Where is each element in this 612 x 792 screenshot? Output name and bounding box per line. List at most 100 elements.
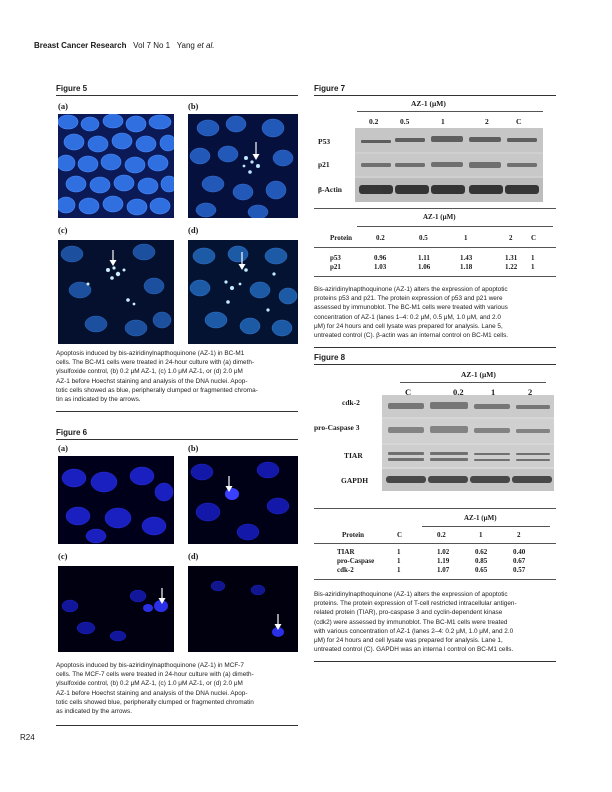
figure5-bottom-rule xyxy=(56,411,298,412)
fig8-blot-header: AZ-1 (μM) xyxy=(461,370,496,379)
fig7-table-col: 0.2 xyxy=(376,234,385,242)
fig7-lane-label: C xyxy=(516,117,522,126)
figure6-caption-line: as indicated by the arrows. xyxy=(56,708,133,716)
figure5-caption-line: totic cells showed as blue, peripherally… xyxy=(56,386,258,394)
figure6-caption-line: AZ-1 before Hoechst staining and analysi… xyxy=(56,689,248,697)
figure7-bottom-rule xyxy=(314,347,556,348)
fig8-western-blot xyxy=(382,395,554,491)
fig8-table-row-protein: cdk-2 xyxy=(337,566,354,574)
fig7-table-col: C xyxy=(531,234,537,242)
fig6-panel-c-label: (c) xyxy=(58,551,68,561)
figure8-title: Figure 8 xyxy=(314,353,346,362)
figure8-caption-line: Bis-aziridinylnapthoquinone (AZ-1) alter… xyxy=(314,591,508,598)
fig8-table-cell: 1 xyxy=(397,557,401,565)
figure7-title: Figure 7 xyxy=(314,84,346,93)
author-etal: et al. xyxy=(197,41,215,50)
fig7-table-col: 2 xyxy=(509,234,513,242)
figure8-top-rule xyxy=(314,364,556,365)
fig7-lane-label: 2 xyxy=(485,117,489,126)
fig7-table-cell: 1.18 xyxy=(460,263,473,271)
fig8-table-cell: 1.07 xyxy=(437,566,450,574)
author-name: Yang xyxy=(176,41,195,50)
fig7-table-row-protein: p53 xyxy=(330,254,341,262)
fig8-table-col: 2 xyxy=(517,531,521,539)
fig8-table-mid-rule xyxy=(314,543,556,544)
fig5-micrograph-b xyxy=(188,114,298,218)
fig6-panel-b-label: (b) xyxy=(188,443,199,453)
fig7-blot-header-rule xyxy=(357,111,543,112)
page-number: R24 xyxy=(20,733,35,742)
fig7-table-cell: 1.06 xyxy=(418,263,431,271)
fig8-lane-label: C xyxy=(405,387,412,397)
fig7-blot-header: AZ-1 (μM) xyxy=(411,99,446,108)
fig8-table-cell: 1 xyxy=(397,566,401,574)
figure8-caption-line: (cdk2) were assessed by immunoblot. The … xyxy=(314,618,508,626)
figure5-caption-line: Apoptosis induced by bis-aziridinylnapth… xyxy=(56,350,245,357)
figure6-bottom-rule xyxy=(56,725,298,726)
fig7-table-cell: 1.03 xyxy=(374,263,387,271)
journal-volume: Vol 7 No 1 xyxy=(133,41,171,50)
figure7-caption-line: proteins p53 and p21. The protein expres… xyxy=(314,295,503,303)
figure7-caption-line: untreated control (C). β-actin was an in… xyxy=(314,332,509,340)
fig7-table-col: 0.5 xyxy=(419,234,428,242)
fig7-table-cell: 1 xyxy=(531,254,535,262)
fig7-row-label-p21: p21 xyxy=(318,160,330,169)
fig7-table-top-rule xyxy=(314,208,556,209)
fig8-lane-label: 2 xyxy=(528,387,533,397)
figure6-top-rule xyxy=(56,439,298,440)
fig8-table-cell: 0.85 xyxy=(475,557,488,565)
fig6-micrograph-d xyxy=(188,566,298,652)
fig8-table-col: C xyxy=(397,531,403,539)
fig7-lane-label: 1 xyxy=(441,117,445,126)
fig5-panel-c-label: (c) xyxy=(58,225,68,235)
fig8-table-cell: 0.62 xyxy=(475,548,488,556)
figure5-caption: Apoptosis induced by bis-aziridinylnapth… xyxy=(56,349,300,404)
figure8-bottom-rule xyxy=(314,661,556,662)
fig7-table-col-protein: Protein xyxy=(330,234,353,242)
fig7-lane-label: 0.5 xyxy=(400,117,410,126)
fig7-table-row-protein: p21 xyxy=(330,263,341,271)
figure8-caption-line: proteins. The protein expression of T-ce… xyxy=(314,600,517,608)
fig8-table-cell: 1.02 xyxy=(437,548,450,556)
figure7-caption-line: Bis-aziridinylnapthoquinone (AZ-1) alter… xyxy=(314,286,508,293)
figure8-caption-line: with various concentration of AZ-1 (lane… xyxy=(314,627,514,635)
fig8-blot-header-rule xyxy=(400,382,546,383)
fig8-table-cell: 0.65 xyxy=(475,566,488,574)
fig8-row-label-gapdh: GAPDH xyxy=(341,476,369,485)
fig8-table-row-protein: pro-Caspase xyxy=(337,557,375,565)
figure8-caption: Bis-aziridinylnapthoquinone (AZ-1) alter… xyxy=(314,590,560,654)
fig7-western-blot xyxy=(355,128,543,202)
fig8-row-label-procaspase3: pro-Caspase 3 xyxy=(314,423,360,432)
fig7-table-cell: 1.22 xyxy=(505,263,518,271)
fig5-micrograph-a xyxy=(58,114,174,218)
fig7-table-mid-rule xyxy=(314,247,556,248)
figure7-caption-line: assessed by immunoblot. The BC-M1 cells … xyxy=(314,304,508,312)
figure6-caption-line: totic cells showed blue, peripherally cl… xyxy=(56,698,254,706)
fig8-table-col: 0.2 xyxy=(437,531,446,539)
fig7-table-cell: 1.43 xyxy=(460,254,473,262)
figure6-caption-line: cells. The MCF-7 cells were treated in 2… xyxy=(56,671,254,679)
fig7-row-label-p53: P53 xyxy=(318,137,331,146)
fig8-lane-label: 0.2 xyxy=(453,387,464,397)
figure5-title: Figure 5 xyxy=(56,84,88,93)
journal-name: Breast Cancer Research xyxy=(34,41,127,50)
fig8-row-label-tiar: TIAR xyxy=(344,451,363,460)
fig8-table-cell: 0.57 xyxy=(513,566,526,574)
figure6-caption: Apoptosis induced by bis-aziridinylnapth… xyxy=(56,661,300,716)
fig5-micrograph-d xyxy=(188,240,298,344)
fig7-row-label-actin: β-Actin xyxy=(318,185,342,194)
figure7-caption: Bis-aziridinylnapthoquinone (AZ-1) alter… xyxy=(314,285,558,340)
fig7-lane-label: 0.2 xyxy=(369,117,379,126)
figure8-caption-line: μM) for 24 hours and cell lysate was pre… xyxy=(314,637,503,645)
figure6-caption-line: Apoptosis induced by bis-aziridinylnapth… xyxy=(56,662,244,669)
figure6-title: Figure 6 xyxy=(56,428,88,437)
fig6-panel-d-label: (d) xyxy=(188,551,199,561)
fig5-panel-a-label: (a) xyxy=(58,101,68,111)
fig7-table-col: 1 xyxy=(464,234,468,242)
fig5-panel-b-label: (b) xyxy=(188,101,199,111)
figure7-top-rule xyxy=(314,95,556,96)
fig8-table-top-rule xyxy=(314,508,556,509)
figure7-caption-line: concentration of AZ-1 (lanes 1–4: 0.2 μM… xyxy=(314,313,501,321)
figure8-caption-line: related protein (TIAR), pro-caspase 3 an… xyxy=(314,609,503,617)
fig6-micrograph-c xyxy=(58,566,174,652)
